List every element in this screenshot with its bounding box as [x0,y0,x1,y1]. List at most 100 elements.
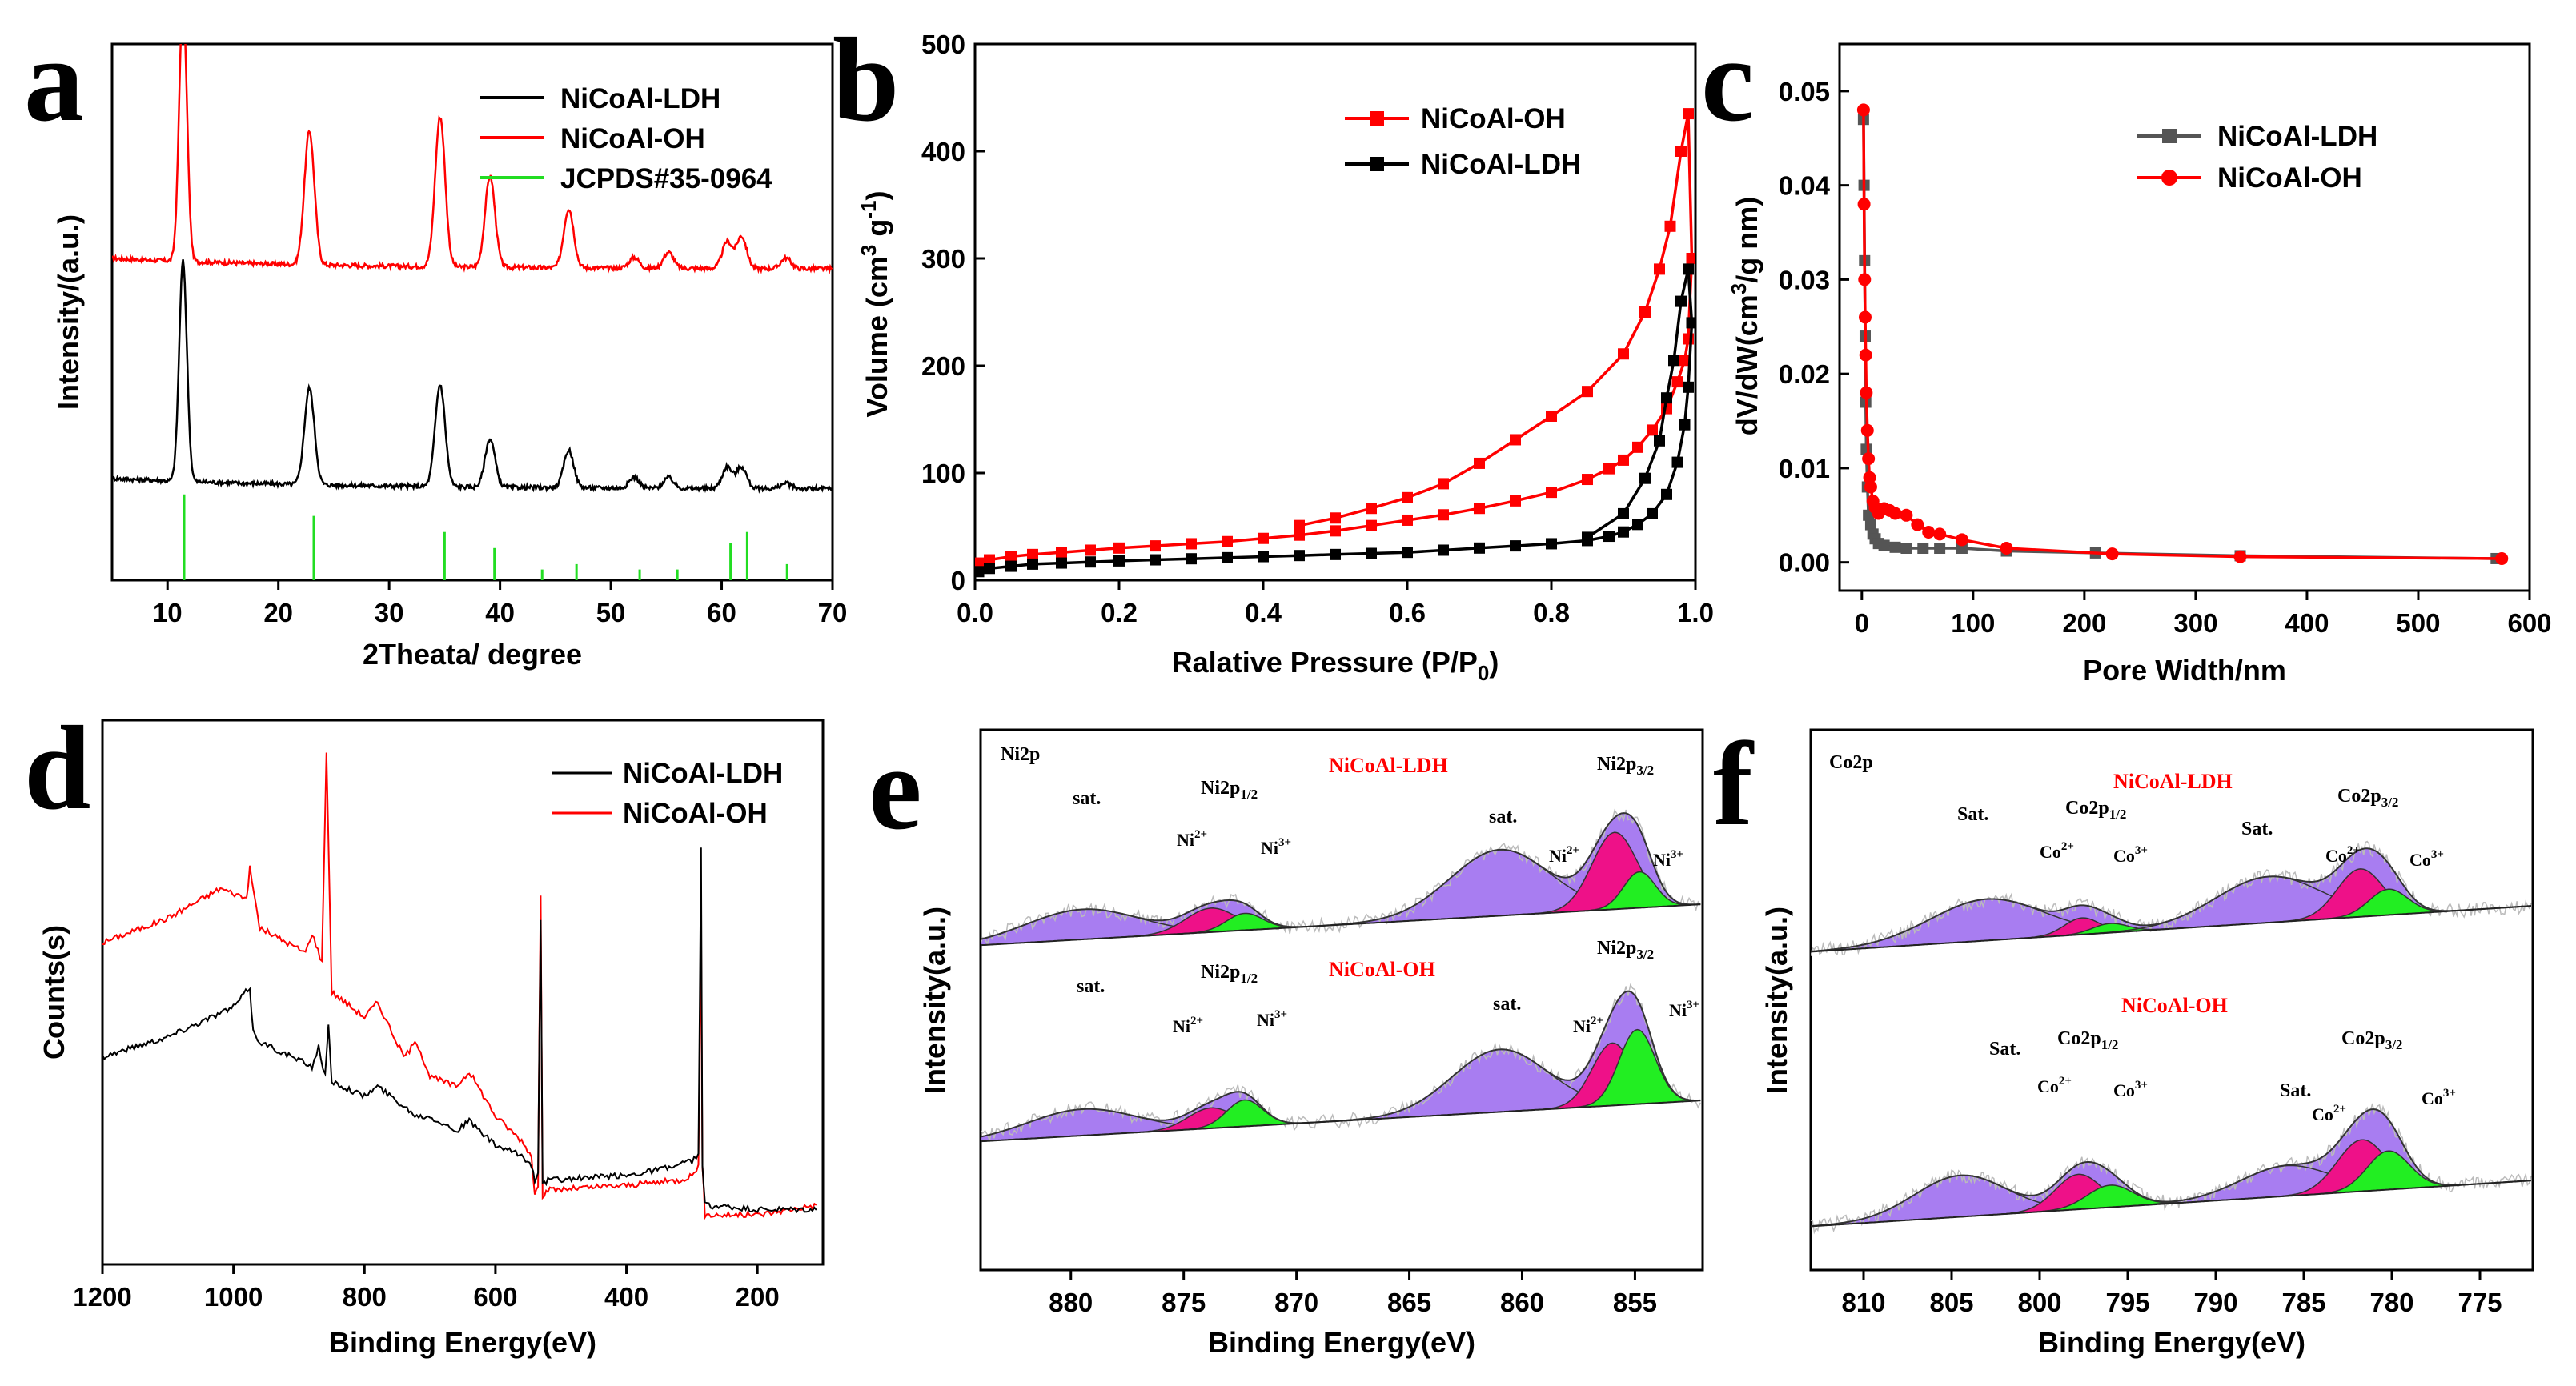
data-marker [1294,550,1305,562]
data-marker [1858,273,1872,286]
peak-label-ni3: Ni3+ [1653,848,1683,870]
x-tick-label: 600 [473,1282,517,1312]
x-axis-label: Ralative Pressure (P/P0) [1172,646,1499,685]
panel-letter-d: d [24,702,90,835]
data-marker [1933,527,1947,541]
spectrum-title: Co2p [1829,752,1873,773]
data-marker [1934,543,1946,555]
peak-label-co2p12: Co2p1/2 [2065,798,2126,822]
series-line-NiCoAl-OH [977,113,1694,565]
panel-letter-e: e [869,722,922,855]
data-marker [1661,392,1672,404]
raw-data-line [981,808,1701,947]
data-marker [1027,548,1038,560]
peak-label-sat: sat. [1489,807,1517,827]
legend-marker-oh [1370,111,1384,126]
pore-distribution-series [1856,103,2509,565]
legend-label: JCPDS#35-0964 [560,163,772,194]
data-marker [1955,533,1968,547]
data-marker [1582,474,1593,486]
peak-label-co2: Co2+ [2040,840,2074,862]
data-marker [1366,547,1377,559]
sample-label-ldh: NiCoAl-LDH [1329,754,1448,777]
x-tick-label: 0.0 [957,598,993,627]
data-marker [1864,480,1877,494]
data-marker [1113,555,1125,567]
data-marker [1366,503,1377,515]
x-tick-label: 40 [485,598,515,627]
data-marker [1294,529,1305,541]
data-marker [1686,253,1695,264]
peak-label-sat: Sat. [2280,1080,2311,1101]
sample-label-oh: NiCoAl-OH [2121,994,2228,1017]
data-marker [2233,550,2247,563]
data-marker [1639,306,1651,318]
peak-label-sat: sat. [1493,994,1521,1015]
x-tick-label: 20 [263,598,293,627]
data-marker [1222,535,1233,547]
data-marker [1618,526,1629,538]
peak-label-sat: sat. [1077,976,1105,997]
x-tick-label: 880 [1049,1288,1093,1317]
data-marker [1647,424,1658,436]
x-tick-label: 60 [707,598,736,627]
y-axis-label: Counts(s) [38,925,70,1060]
panel-a: a 10 20 30 40 50 60 70 2Theata/ degree Intensi… [24,14,847,671]
x-tick-label: 10 [153,598,183,627]
data-marker [1878,539,1890,551]
legend-label: NiCoAl-OH [1421,103,1566,134]
data-marker [1402,491,1413,503]
xrd-series [112,44,833,494]
spectrum-title: Ni2p [1001,744,1040,765]
panel-letter-c: c [1701,14,1755,146]
x-tick-label: 780 [2369,1288,2413,1317]
legend-marker-ldh [1370,157,1384,171]
data-marker [1639,472,1651,484]
data-marker [1863,471,1876,484]
x-tick-label: 800 [343,1282,387,1312]
ni2p-spectra [981,808,1701,1143]
peak-label-co3: Co3+ [2113,844,2148,866]
legend: NiCoAl-LDH NiCoAl-OH [2137,121,2377,194]
peak-label-co2p32: Co2p3/2 [2337,786,2398,810]
data-marker [1862,452,1876,466]
data-marker [1150,540,1161,552]
plot-frame-a [110,42,834,582]
y-axis-label: Intensity(a.u.) [918,907,951,1094]
legend: NiCoAl-OH NiCoAl-LDH [1345,103,1581,180]
background-line [981,903,1701,947]
envelope-fill [1811,1109,2531,1227]
series-line-NiCoAl-LDH [112,259,833,494]
legend-label: NiCoAl-OH [623,798,768,829]
data-marker [1438,509,1449,521]
legend-label: NiCoAl-OH [560,123,705,154]
data-marker [1654,435,1665,447]
x-axis-label: 2Theata/ degree [363,638,582,671]
raw-data-line [1811,840,2532,956]
x-tick-label: 860 [1500,1288,1544,1317]
peak-label-ni3: Ni3+ [1257,1008,1287,1030]
data-marker [1056,557,1067,569]
data-marker [1474,542,1485,554]
component-fill [981,1029,1701,1142]
y-tick-label: 0.00 [1779,548,1830,578]
data-marker [1402,547,1413,559]
x-tick-label: 865 [1387,1288,1431,1317]
legend-marker-oh [2161,170,2177,186]
data-marker [1510,540,1521,552]
series-line-NiCoAl-LDH [102,847,817,1214]
data-marker [1438,478,1449,490]
data-marker [1675,295,1687,307]
peak-label-sat: Sat. [2241,819,2273,839]
x-tick-label: 200 [736,1282,780,1312]
data-marker [975,566,985,578]
x-axis-label: Pore Width/nm [2083,654,2286,687]
x-axis-ticks: 880 875 870 865 860 855 [1049,1270,1657,1317]
data-marker [1546,487,1557,499]
x-axis-label: Binding Energy(eV) [329,1326,596,1359]
peak-label-co3: Co3+ [2409,848,2444,870]
peak-label-co2: Co2+ [2037,1075,2072,1096]
x-tick-label: 800 [2017,1288,2061,1317]
peak-label-ni2: Ni2+ [1573,1015,1603,1036]
series-line-NiCoAl-OH [112,44,833,274]
